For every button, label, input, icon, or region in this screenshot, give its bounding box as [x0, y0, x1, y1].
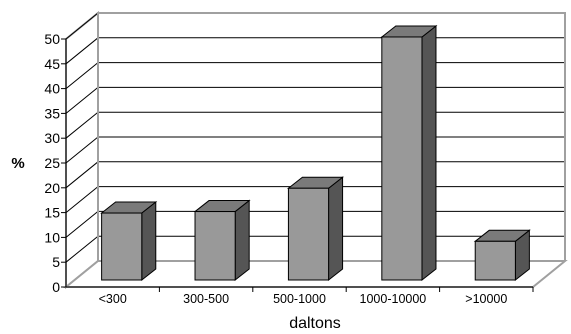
x-category-label: 300-500 [183, 292, 229, 306]
x-category-label: <300 [99, 292, 127, 306]
y-tick-label: 20 [44, 180, 60, 196]
bar-side [328, 176, 344, 282]
y-tick-label: 30 [44, 130, 60, 146]
bar-side [421, 24, 437, 282]
y-tick-label: 35 [44, 105, 60, 121]
bar-front [287, 187, 330, 281]
bar-front [194, 211, 236, 281]
y-tick-label: 45 [44, 56, 60, 72]
y-tick-label: 15 [44, 205, 60, 221]
y-tick-label: 5 [52, 254, 60, 270]
y-tick-label: 40 [44, 81, 60, 97]
x-axis-label: daltons [289, 315, 341, 332]
back-wall-frame [97, 12, 566, 261]
bar [286, 176, 345, 282]
y-tick-label: 10 [44, 229, 60, 245]
bar [473, 229, 531, 282]
y-tick-label: 50 [44, 31, 60, 47]
bar-front [381, 36, 423, 281]
bar [193, 199, 251, 282]
bar [100, 201, 158, 282]
x-category-label: 500-1000 [273, 292, 326, 306]
y-axis-label: % [11, 155, 24, 172]
x-axis-categories: <300 300-500 500-1000 1000-10000 >10000 [99, 287, 534, 306]
y-tick-label: 0 [52, 279, 60, 295]
y-tick-label: 25 [44, 155, 60, 171]
bars [100, 24, 531, 282]
x-category-label: 1000-10000 [360, 292, 427, 306]
bar [380, 24, 438, 282]
bar-side [141, 201, 157, 282]
bar-front [101, 212, 143, 281]
x-category-label: >10000 [465, 292, 507, 306]
bar-front [474, 240, 516, 281]
y-axis-ticks: 0 5 10 15 20 25 30 35 40 45 50 [44, 31, 533, 295]
bar-side [234, 199, 250, 282]
